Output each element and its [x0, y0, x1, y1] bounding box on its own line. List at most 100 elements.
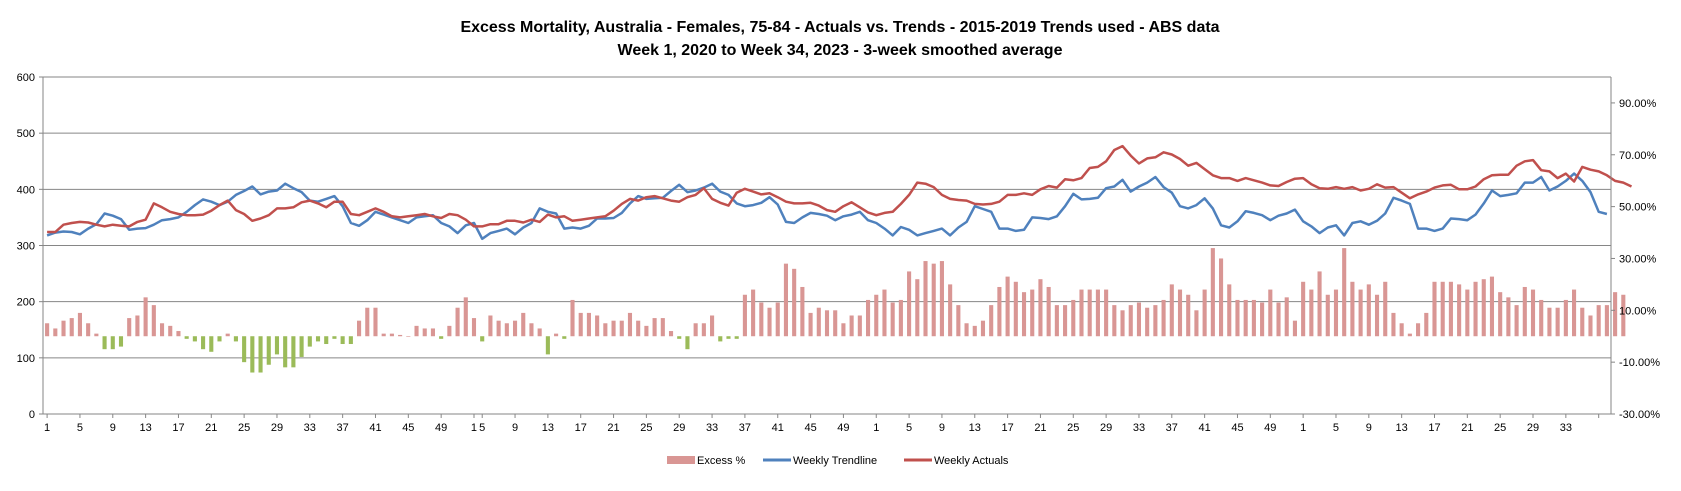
excess-bar	[1087, 289, 1092, 337]
excess-bar	[578, 312, 583, 337]
excess-bar	[742, 294, 747, 337]
trendline-line	[46, 172, 1608, 241]
excess-bars	[45, 248, 1626, 373]
x-tick-label: 37	[337, 422, 349, 434]
excess-bar	[726, 336, 731, 339]
excess-bar	[603, 323, 608, 337]
x-tick-label: 1	[1300, 422, 1306, 434]
x-tick-label: 1	[44, 422, 50, 434]
left-tick-label: 500	[17, 128, 35, 140]
excess-bar	[1005, 276, 1010, 337]
excess-bar	[118, 336, 124, 347]
excess-bar	[389, 333, 394, 337]
excess-bar	[439, 336, 444, 339]
excess-bar	[283, 336, 288, 368]
excess-bar	[833, 310, 838, 337]
excess-bar	[521, 312, 526, 337]
legend: Excess % Weekly Trendline Weekly Actuals	[667, 455, 1009, 467]
excess-bar	[430, 328, 435, 337]
excess-bar	[45, 323, 50, 337]
excess-bar	[94, 333, 99, 337]
excess-bar	[997, 286, 1002, 337]
excess-bar	[964, 323, 969, 337]
excess-bar	[562, 336, 567, 339]
excess-bar	[948, 284, 953, 337]
excess-bar	[77, 312, 82, 337]
excess-bar	[1457, 284, 1462, 337]
x-tick-label: 29	[673, 422, 685, 434]
excess-bar	[1251, 299, 1256, 337]
excess-bar	[1366, 284, 1371, 337]
x-tick-label: 17	[172, 422, 184, 434]
excess-bar	[792, 268, 797, 337]
excess-bar	[734, 336, 739, 339]
excess-bar	[324, 336, 329, 345]
excess-bar	[595, 315, 600, 337]
excess-bar	[1301, 281, 1306, 337]
excess-bar	[258, 336, 263, 373]
excess-bar	[767, 307, 772, 337]
excess-bar	[783, 263, 789, 337]
excess-bar	[1268, 289, 1273, 337]
left-y-axis-ticks: 0 100 200 300 400 500 600	[17, 72, 43, 421]
x-tick-label: 21	[205, 422, 217, 434]
excess-bar	[545, 336, 550, 355]
excess-bar	[611, 320, 616, 337]
excess-bar	[1539, 299, 1544, 337]
excess-bar	[1136, 302, 1142, 337]
excess-bar	[1572, 289, 1577, 337]
excess-bar	[504, 323, 509, 337]
excess-bar	[299, 336, 304, 357]
excess-bar	[1161, 299, 1166, 337]
excess-bar	[406, 336, 411, 337]
excess-bar	[291, 336, 296, 368]
excess-bar	[127, 318, 132, 337]
excess-bar	[266, 336, 271, 365]
excess-bar	[1399, 323, 1404, 337]
excess-bar	[488, 315, 493, 337]
excess-bar	[644, 325, 649, 337]
excess-bar	[1227, 284, 1232, 337]
excess-bar	[1038, 279, 1043, 337]
legend-item-actuals: Weekly Actuals	[904, 455, 1009, 467]
excess-bar	[685, 336, 690, 350]
excess-bar	[1292, 320, 1297, 337]
excess-bar	[701, 323, 706, 337]
excess-bar	[915, 279, 920, 337]
excess-bar	[636, 320, 641, 337]
x-tick-label: 49	[1264, 422, 1276, 434]
left-tick-label: 0	[29, 409, 35, 421]
excess-bar	[1095, 289, 1100, 337]
excess-bar	[923, 261, 928, 337]
right-tick-label: 90.00%	[1619, 98, 1657, 110]
excess-bar	[471, 318, 477, 337]
excess-bar	[824, 310, 830, 337]
x-tick-label: 41	[369, 422, 381, 434]
excess-bar	[1522, 286, 1527, 337]
x-tick-label: 37	[739, 422, 751, 434]
excess-bar	[865, 299, 871, 337]
excess-bar	[184, 336, 189, 339]
right-tick-label: -10.00%	[1619, 357, 1660, 369]
excess-bar	[1071, 299, 1076, 337]
excess-bar	[168, 325, 173, 337]
excess-bar	[1120, 310, 1125, 337]
excess-bar	[1309, 289, 1314, 337]
excess-bar	[931, 263, 936, 337]
excess-bar	[233, 336, 238, 342]
excess-bar	[1317, 271, 1322, 337]
excess-bar	[718, 336, 723, 342]
x-tick-label: 21	[1461, 422, 1473, 434]
x-tick-label: 13	[139, 422, 151, 434]
excess-bar	[775, 302, 780, 337]
left-tick-label: 300	[17, 241, 35, 253]
legend-swatch-excess	[667, 456, 695, 464]
excess-bar	[1013, 281, 1018, 337]
x-axis-ticks: 1 5 9 13 17 21 25 29 33 37 41 45 49 1 5 9 13 17 21 25 29 33 37…	[44, 414, 1600, 434]
gridlines	[43, 76, 1611, 359]
excess-bar	[496, 320, 501, 337]
x-tick-label: 5	[77, 422, 83, 434]
excess-bar	[102, 336, 107, 350]
excess-bar	[1210, 248, 1215, 337]
excess-bar	[586, 312, 591, 337]
